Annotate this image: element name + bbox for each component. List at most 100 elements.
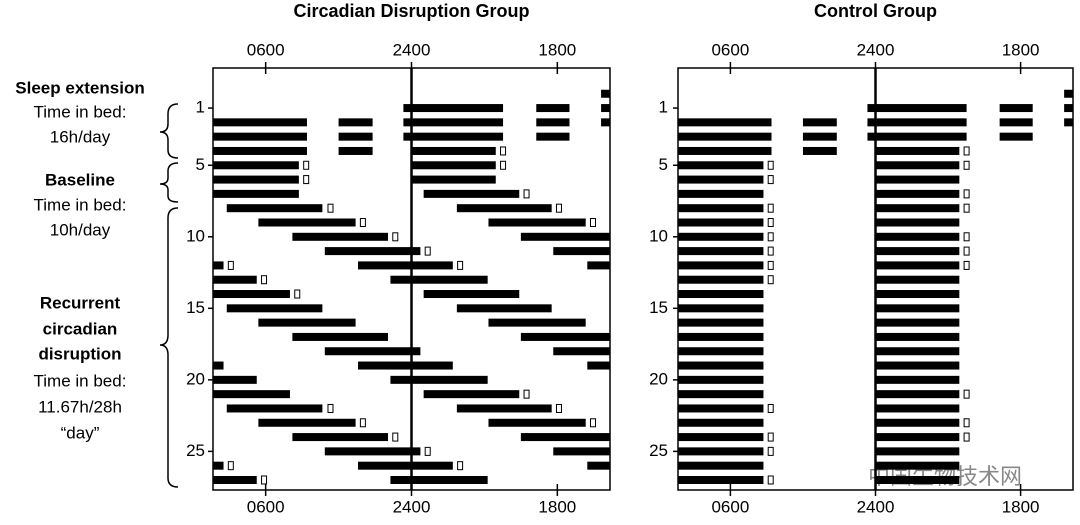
sleep-episode (423, 390, 520, 399)
sleep-episode (875, 189, 960, 198)
marker (767, 260, 774, 270)
brace (159, 103, 179, 159)
marker (555, 203, 562, 213)
sleep-episode (226, 404, 323, 413)
sleep-episode (213, 461, 224, 470)
sleep-episode (536, 132, 570, 141)
sleep-episode (678, 347, 764, 356)
marker (424, 446, 431, 456)
y-tick-label: 1 (196, 98, 205, 117)
annotation: Recurrent (40, 293, 121, 312)
marker (589, 217, 596, 227)
marker (424, 246, 431, 256)
sleep-episode (423, 290, 520, 299)
sleep-episode (875, 275, 960, 284)
marker (767, 203, 774, 213)
marker (963, 432, 970, 442)
panel-title: Control Group (814, 1, 937, 21)
sleep-episode (488, 418, 586, 427)
marker (767, 475, 774, 485)
sleep-episode (488, 218, 586, 227)
sleep-episode (678, 204, 764, 213)
sleep-episode (324, 447, 421, 456)
sleep-episode (802, 146, 837, 155)
sleep-episode (358, 461, 453, 470)
y-tick-label: 10 (186, 226, 205, 245)
sleep-episode (423, 189, 520, 198)
x-tick-label: 1800 (538, 497, 576, 516)
sleep-episode (678, 290, 764, 299)
sleep-episode (338, 132, 373, 141)
annotation: Time in bed: (34, 102, 127, 121)
marker (963, 418, 970, 428)
marker (963, 260, 970, 270)
sleep-episode (867, 132, 967, 141)
x-tick-label: 1800 (1002, 497, 1040, 516)
marker (303, 175, 310, 185)
marker (227, 260, 234, 270)
annotation: 16h/day (50, 127, 111, 146)
sleep-episode (456, 304, 552, 313)
sleep-episode (213, 361, 224, 370)
y-tick-label: 25 (186, 441, 205, 460)
sleep-episode (875, 433, 960, 442)
sleep-episode (678, 232, 764, 241)
y-tick-label: 25 (649, 441, 668, 460)
sleep-episode (338, 118, 373, 127)
sleep-episode (875, 161, 960, 170)
sleep-episode (1064, 118, 1073, 127)
annotations: Sleep extension Time in bed: 16h/day Bas… (15, 78, 144, 442)
marker (963, 160, 970, 170)
sleep-episode (411, 175, 496, 184)
marker (963, 232, 970, 242)
sleep-episode (678, 132, 772, 141)
sleep-episode (1064, 104, 1073, 113)
sleep-episode (678, 261, 764, 270)
sleep-episode (875, 304, 960, 313)
sleep-episode (601, 89, 610, 98)
x-tick-label: 2400 (857, 40, 895, 59)
sleep-episode (875, 261, 960, 270)
sleep-episode (875, 332, 960, 341)
sleep-episode (875, 218, 960, 227)
marker (500, 160, 507, 170)
sleep-episode (678, 189, 764, 198)
y-tick-label: 5 (659, 155, 668, 174)
annotation: Time in bed: (34, 371, 127, 390)
marker (327, 203, 334, 213)
sleep-episode (213, 146, 307, 155)
sleep-episode (999, 104, 1033, 113)
marker (767, 403, 774, 413)
sleep-episode (601, 104, 610, 113)
sleep-episode (875, 361, 960, 370)
sleep-episode (875, 347, 960, 356)
sleep-episode (867, 104, 967, 113)
x-tick-label: 1800 (1002, 40, 1040, 59)
marker (261, 275, 268, 285)
sleep-episode (213, 375, 257, 384)
marker (457, 260, 464, 270)
sleep-episode (875, 290, 960, 299)
sleep-episode (601, 118, 610, 127)
sleep-episode (875, 247, 960, 256)
sleep-episode (390, 475, 488, 484)
sleep-episode (536, 104, 570, 113)
sleep-episode (213, 475, 257, 484)
marker (767, 275, 774, 285)
x-tick-label: 2400 (857, 497, 895, 516)
sleep-episode (292, 433, 389, 442)
x-tick-label: 2400 (393, 497, 431, 516)
sleep-episode (678, 461, 764, 470)
sleep-episode (875, 204, 960, 213)
marker (767, 217, 774, 227)
sleep-episode (587, 361, 610, 370)
marker (963, 203, 970, 213)
sleep-episode (678, 447, 764, 456)
sleep-episode (802, 118, 837, 127)
y-tick-label: 1 (659, 98, 668, 117)
sleep-episode (488, 318, 586, 327)
sleep-episode (587, 261, 610, 270)
sleep-episode (875, 475, 960, 484)
braces (159, 103, 179, 488)
sleep-episode (324, 347, 421, 356)
